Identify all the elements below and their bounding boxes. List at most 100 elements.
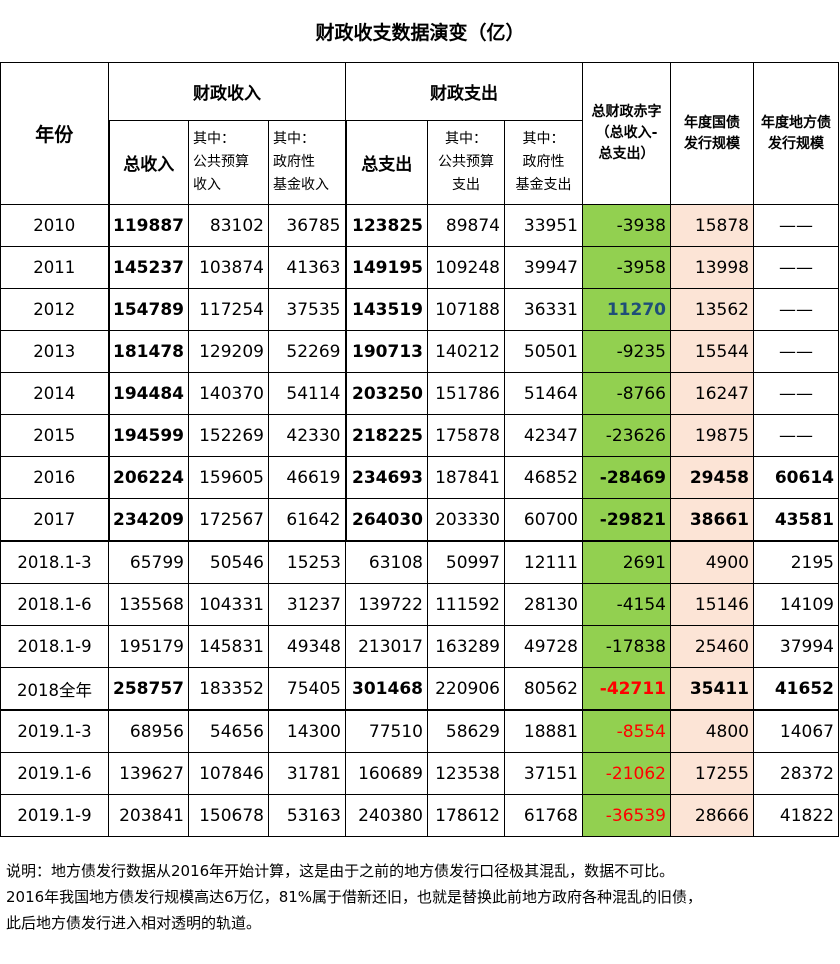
fund-revenue-cell: 14300 xyxy=(268,709,346,753)
table-row: 2019.1-3 68956 54656 14300 77510 58629 1… xyxy=(0,709,839,753)
total-revenue-cell: 195179 xyxy=(108,625,189,668)
fund-expenditure-cell: 28130 xyxy=(504,583,583,626)
public-expenditure-cell: 58629 xyxy=(427,709,505,753)
local-debt-cell: 43581 xyxy=(753,498,839,542)
deficit-cell: 11270 xyxy=(582,288,671,331)
public-expenditure-cell: 203330 xyxy=(427,498,505,542)
local-debt-header-line1: 年度地方债 xyxy=(761,114,831,131)
total-expenditure-cell: 123825 xyxy=(344,204,428,247)
fund-expenditure-cell: 39947 xyxy=(504,246,583,289)
public-revenue-cell: 83102 xyxy=(188,204,269,247)
public-expenditure-cell: 107188 xyxy=(427,288,505,331)
public-revenue-cell: 150678 xyxy=(188,794,269,837)
fund-expenditure-cell: 61768 xyxy=(504,794,583,837)
total-expenditure-cell: 139722 xyxy=(345,583,428,626)
fund-rev-line2: 政府性 xyxy=(273,154,315,170)
total-revenue-header: 总收入 xyxy=(107,120,189,205)
fiscal-table: 年份 财政收入 财政支出 总财政赤字 （总收入- 总支出） 年度国债 发行规模 … xyxy=(0,62,839,837)
local-debt-cell: —— xyxy=(753,288,839,331)
public-expenditure-cell: 123538 xyxy=(427,752,505,795)
public-expenditure-cell: 151786 xyxy=(427,372,505,415)
total-revenue-cell: 68956 xyxy=(108,709,189,753)
fund-exp-line1: 其中： xyxy=(522,131,565,147)
table-row: 2015 194599 152269 42330 218225 175878 4… xyxy=(0,414,839,457)
table-row: 2018.1-3 65799 50546 15253 63108 50997 1… xyxy=(0,540,839,584)
local-debt-cell: —— xyxy=(753,330,839,373)
total-revenue-cell: 258757 xyxy=(108,667,189,711)
table-row: 2011 145237 103874 41363 149195 109248 3… xyxy=(0,246,839,289)
national-debt-cell: 4900 xyxy=(670,540,754,584)
total-expenditure-cell: 301468 xyxy=(345,667,428,711)
national-debt-cell: 13562 xyxy=(670,288,754,331)
year-cell: 2018.1-3 xyxy=(0,540,109,584)
fund-revenue-cell: 53163 xyxy=(268,794,346,837)
year-cell: 2019.1-6 xyxy=(0,752,109,795)
pub-exp-line1: 其中： xyxy=(445,131,487,147)
public-revenue-cell: 104331 xyxy=(188,583,269,626)
national-debt-header-line1: 年度国债 xyxy=(684,114,740,131)
public-budget-revenue-header: 其中： 公共预算 收入 xyxy=(188,120,269,205)
table-row: 2010 119887 83102 36785 123825 89874 339… xyxy=(0,204,839,247)
fund-revenue-header: 其中： 政府性 基金收入 xyxy=(268,120,346,205)
revenue-header: 财政收入 xyxy=(108,62,346,121)
fund-revenue-cell: 31237 xyxy=(268,583,346,626)
fund-revenue-cell: 37535 xyxy=(268,288,346,331)
national-debt-cell: 15146 xyxy=(670,583,754,626)
total-expenditure-cell: 149195 xyxy=(344,246,428,289)
public-expenditure-cell: 140212 xyxy=(427,330,505,373)
fund-expenditure-cell: 33951 xyxy=(504,204,583,247)
public-revenue-cell: 152269 xyxy=(188,414,269,457)
table-row: 2014 194484 140370 54114 203250 151786 5… xyxy=(0,372,839,415)
public-revenue-cell: 107846 xyxy=(188,752,269,795)
fund-expenditure-cell: 49728 xyxy=(504,625,583,668)
fund-rev-line1: 其中： xyxy=(273,131,315,147)
table-row: 2016 206224 159605 46619 234693 187841 4… xyxy=(0,456,839,499)
public-expenditure-cell: 163289 xyxy=(427,625,505,668)
total-expenditure-header: 总支出 xyxy=(344,120,428,205)
local-debt-cell: —— xyxy=(753,372,839,415)
public-revenue-cell: 159605 xyxy=(188,456,269,499)
local-debt-header-line2: 发行规模 xyxy=(768,135,824,152)
pub-exp-line2: 公共预算 xyxy=(438,154,494,170)
public-revenue-cell: 103874 xyxy=(188,246,269,289)
fund-exp-line3: 基金支出 xyxy=(515,177,572,193)
fund-expenditure-header: 其中： 政府性 基金支出 xyxy=(504,120,583,205)
total-revenue-cell: 154789 xyxy=(107,288,189,331)
table-row: 2019.1-9 203841 150678 53163 240380 1786… xyxy=(0,794,839,837)
local-debt-header: 年度地方债 发行规模 xyxy=(753,62,839,205)
fund-rev-line3: 基金收入 xyxy=(273,177,329,193)
deficit-cell: -17838 xyxy=(582,625,671,668)
fund-revenue-cell: 31781 xyxy=(268,752,346,795)
year-cell: 2016 xyxy=(0,456,109,499)
deficit-header: 总财政赤字 （总收入- 总支出） xyxy=(582,62,671,205)
year-header: 年份 xyxy=(0,62,109,205)
pub-rev-line3: 收入 xyxy=(193,177,221,193)
total-expenditure-cell: 77510 xyxy=(345,709,428,753)
total-expenditure-cell: 160689 xyxy=(345,752,428,795)
local-debt-cell: —— xyxy=(753,204,839,247)
public-revenue-cell: 129209 xyxy=(188,330,269,373)
public-expenditure-cell: 89874 xyxy=(427,204,505,247)
local-debt-cell: 14109 xyxy=(753,583,839,626)
year-cell: 2018.1-6 xyxy=(0,583,109,626)
national-debt-cell: 19875 xyxy=(670,414,754,457)
local-debt-cell: —— xyxy=(753,246,839,289)
local-debt-cell: 60614 xyxy=(753,456,839,499)
total-revenue-cell: 206224 xyxy=(107,456,189,499)
public-revenue-cell: 54656 xyxy=(188,709,269,753)
public-revenue-cell: 117254 xyxy=(188,288,269,331)
total-revenue-cell: 181478 xyxy=(107,330,189,373)
page-title: 财政收支数据演变（亿） xyxy=(315,21,525,44)
fund-revenue-cell: 52269 xyxy=(268,330,346,373)
fund-expenditure-cell: 60700 xyxy=(504,498,583,542)
national-debt-cell: 13998 xyxy=(670,246,754,289)
public-expenditure-cell: 111592 xyxy=(427,583,505,626)
national-debt-cell: 35411 xyxy=(670,667,754,711)
year-cell: 2018.1-9 xyxy=(0,625,109,668)
explanatory-note: 说明：地方债发行数据从2016年开始计算，这是由于之前的地方债发行口径极其混乱，… xyxy=(0,852,840,936)
fund-expenditure-cell: 18881 xyxy=(504,709,583,753)
year-cell: 2019.1-3 xyxy=(0,709,109,753)
total-expenditure-cell: 143519 xyxy=(344,288,428,331)
local-debt-cell: —— xyxy=(753,414,839,457)
total-revenue-cell: 194484 xyxy=(107,372,189,415)
